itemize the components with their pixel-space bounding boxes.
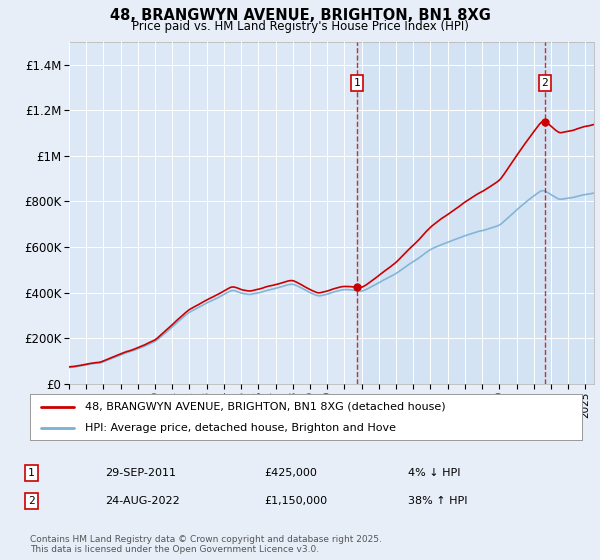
Text: 24-AUG-2022: 24-AUG-2022 (105, 496, 180, 506)
Text: Contains HM Land Registry data © Crown copyright and database right 2025.
This d: Contains HM Land Registry data © Crown c… (30, 535, 382, 554)
Text: £425,000: £425,000 (264, 468, 317, 478)
Text: 29-SEP-2011: 29-SEP-2011 (105, 468, 176, 478)
Bar (358, 42, 594, 384)
Text: 4% ↓ HPI: 4% ↓ HPI (408, 468, 461, 478)
Text: £1,150,000: £1,150,000 (264, 496, 327, 506)
Text: 2: 2 (542, 78, 548, 88)
Text: 48, BRANGWYN AVENUE, BRIGHTON, BN1 8XG: 48, BRANGWYN AVENUE, BRIGHTON, BN1 8XG (110, 8, 490, 24)
Text: 1: 1 (354, 78, 361, 88)
Text: 38% ↑ HPI: 38% ↑ HPI (408, 496, 467, 506)
Text: 48, BRANGWYN AVENUE, BRIGHTON, BN1 8XG (detached house): 48, BRANGWYN AVENUE, BRIGHTON, BN1 8XG (… (85, 402, 446, 412)
Text: 2: 2 (28, 496, 35, 506)
Text: HPI: Average price, detached house, Brighton and Hove: HPI: Average price, detached house, Brig… (85, 423, 396, 433)
Text: 1: 1 (28, 468, 35, 478)
Text: Price paid vs. HM Land Registry's House Price Index (HPI): Price paid vs. HM Land Registry's House … (131, 20, 469, 32)
